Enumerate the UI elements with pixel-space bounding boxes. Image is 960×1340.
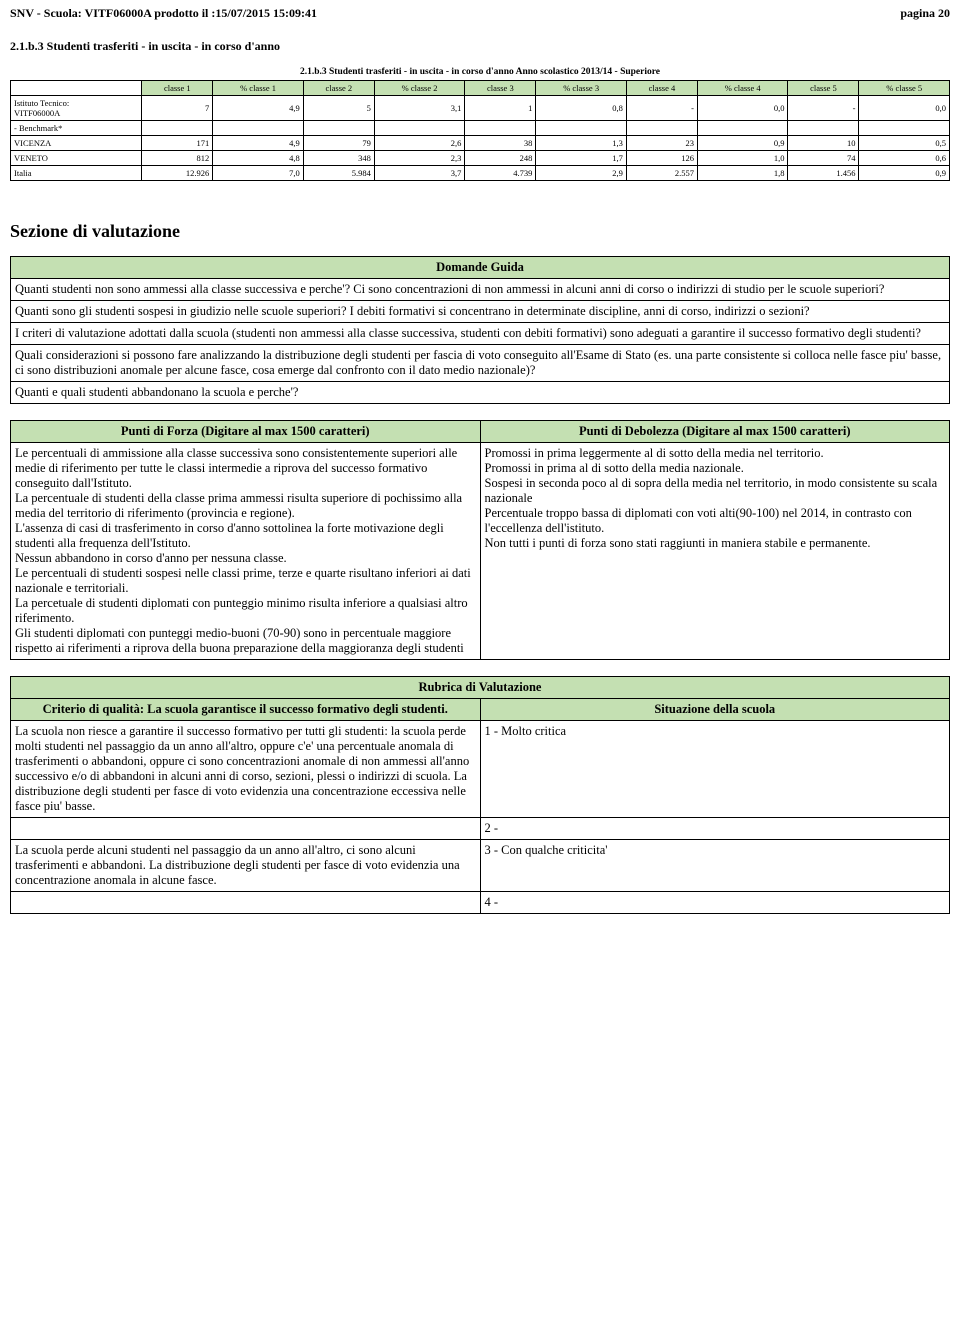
table-cell: 1,7 [536, 151, 627, 166]
domande-guida-header: Domande Guida [11, 257, 950, 279]
table-cell: 0,0 [859, 96, 950, 121]
table-cell: 4,9 [213, 136, 304, 151]
table-cell: 12.926 [142, 166, 213, 181]
table-cell [142, 121, 213, 136]
table-cell: - [788, 96, 859, 121]
table-row-label: Istituto Tecnico: VITF06000A [11, 96, 142, 121]
rubrica-criterio [11, 818, 481, 840]
rubrica-situazione: 2 - [480, 818, 950, 840]
table-cell [788, 121, 859, 136]
table-213b-col-2: % classe 1 [213, 81, 304, 96]
rubrica-criterio-header: Criterio di qualità: La scuola garantisc… [11, 699, 481, 721]
punti-debolezza-header: Punti di Debolezza (Digitare al max 1500… [480, 421, 950, 443]
table-cell: 1 [465, 96, 536, 121]
table-213b-col-7: classe 4 [626, 81, 697, 96]
table-cell: 0,8 [536, 96, 627, 121]
table-cell: 248 [465, 151, 536, 166]
domanda-guida-item: I criteri di valutazione adottati dalla … [11, 323, 950, 345]
table-cell: 5.984 [303, 166, 374, 181]
table-cell [536, 121, 627, 136]
table-cell: 0,6 [859, 151, 950, 166]
punti-box: Punti di Forza (Digitare al max 1500 car… [10, 420, 950, 660]
table-cell [465, 121, 536, 136]
table-cell: 74 [788, 151, 859, 166]
table-cell [374, 121, 465, 136]
rubrica-criterio: La scuola non riesce a garantire il succ… [11, 721, 481, 818]
rubrica-situazione: 1 - Molto critica [480, 721, 950, 818]
table-row-label: Italia [11, 166, 142, 181]
domande-guida-box: Domande Guida Quanti studenti non sono a… [10, 256, 950, 404]
table-cell [626, 121, 697, 136]
rubrica-situazione: 4 - [480, 892, 950, 914]
table-213b-col-9: classe 5 [788, 81, 859, 96]
rubrica-situazione: 3 - Con qualche criticita' [480, 840, 950, 892]
table-cell: 7 [142, 96, 213, 121]
page-header: SNV - Scuola: VITF06000A prodotto il :15… [10, 6, 950, 21]
table-cell [859, 121, 950, 136]
domanda-guida-item: Quanti sono gli studenti sospesi in giud… [11, 301, 950, 323]
rubrica-criterio: La scuola perde alcuni studenti nel pass… [11, 840, 481, 892]
table-213b-col-1: classe 1 [142, 81, 213, 96]
table-213b-col-10: % classe 5 [859, 81, 950, 96]
table-cell: 0,0 [697, 96, 788, 121]
table-cell: 2,9 [536, 166, 627, 181]
table-213b-col-8: % classe 4 [697, 81, 788, 96]
table-cell: 1,0 [697, 151, 788, 166]
table-cell [303, 121, 374, 136]
header-left: SNV - Scuola: VITF06000A prodotto il :15… [10, 6, 317, 21]
domanda-guida-item: Quanti studenti non sono ammessi alla cl… [11, 279, 950, 301]
table-cell: 1,8 [697, 166, 788, 181]
table-cell: 126 [626, 151, 697, 166]
rubrica-criterio [11, 892, 481, 914]
table-213b-col-0 [11, 81, 142, 96]
table-cell: 348 [303, 151, 374, 166]
table-cell: - [626, 96, 697, 121]
table-cell: 1,3 [536, 136, 627, 151]
table-cell: 171 [142, 136, 213, 151]
table-213b-col-3: classe 2 [303, 81, 374, 96]
domanda-guida-item: Quali considerazioni si possono fare ana… [11, 345, 950, 382]
table-cell: 4.739 [465, 166, 536, 181]
table-cell: 0,9 [859, 166, 950, 181]
table-cell: 2,6 [374, 136, 465, 151]
rubrica-box: Rubrica di Valutazione Criterio di quali… [10, 676, 950, 914]
table-cell: 4,8 [213, 151, 304, 166]
table-cell: 2.557 [626, 166, 697, 181]
table-row-label: VENETO [11, 151, 142, 166]
rubrica-situazione-header: Situazione della scuola [480, 699, 950, 721]
punti-forza-text: Le percentuali di ammissione alla classe… [11, 443, 481, 660]
punti-debolezza-text: Promossi in prima leggermente al di sott… [480, 443, 950, 660]
table-cell: 4,9 [213, 96, 304, 121]
rubrica-header: Rubrica di Valutazione [11, 677, 950, 699]
domanda-guida-item: Quanti e quali studenti abbandonano la s… [11, 382, 950, 404]
sezione-valutazione-title: Sezione di valutazione [10, 221, 950, 242]
table-cell [697, 121, 788, 136]
table-213b-caption: 2.1.b.3 Studenti trasferiti - in uscita … [10, 64, 950, 80]
section-213b-title: 2.1.b.3 Studenti trasferiti - in uscita … [10, 39, 950, 54]
table-cell: 0,5 [859, 136, 950, 151]
table-cell: 1.456 [788, 166, 859, 181]
table-cell [213, 121, 304, 136]
table-cell: 2,3 [374, 151, 465, 166]
table-213b-col-5: classe 3 [465, 81, 536, 96]
table-213b-col-6: % classe 3 [536, 81, 627, 96]
table-cell: 7,0 [213, 166, 304, 181]
table-cell: 3,1 [374, 96, 465, 121]
table-213b: 2.1.b.3 Studenti trasferiti - in uscita … [10, 64, 950, 181]
table-cell: 3,7 [374, 166, 465, 181]
table-cell: 5 [303, 96, 374, 121]
table-cell: 79 [303, 136, 374, 151]
table-cell: 10 [788, 136, 859, 151]
table-row-label: VICENZA [11, 136, 142, 151]
table-cell: 38 [465, 136, 536, 151]
punti-forza-header: Punti di Forza (Digitare al max 1500 car… [11, 421, 481, 443]
header-right: pagina 20 [900, 6, 950, 21]
table-cell: 0,9 [697, 136, 788, 151]
table-cell: 812 [142, 151, 213, 166]
table-cell: 23 [626, 136, 697, 151]
table-213b-col-4: % classe 2 [374, 81, 465, 96]
table-row-label: - Benchmark* [11, 121, 142, 136]
